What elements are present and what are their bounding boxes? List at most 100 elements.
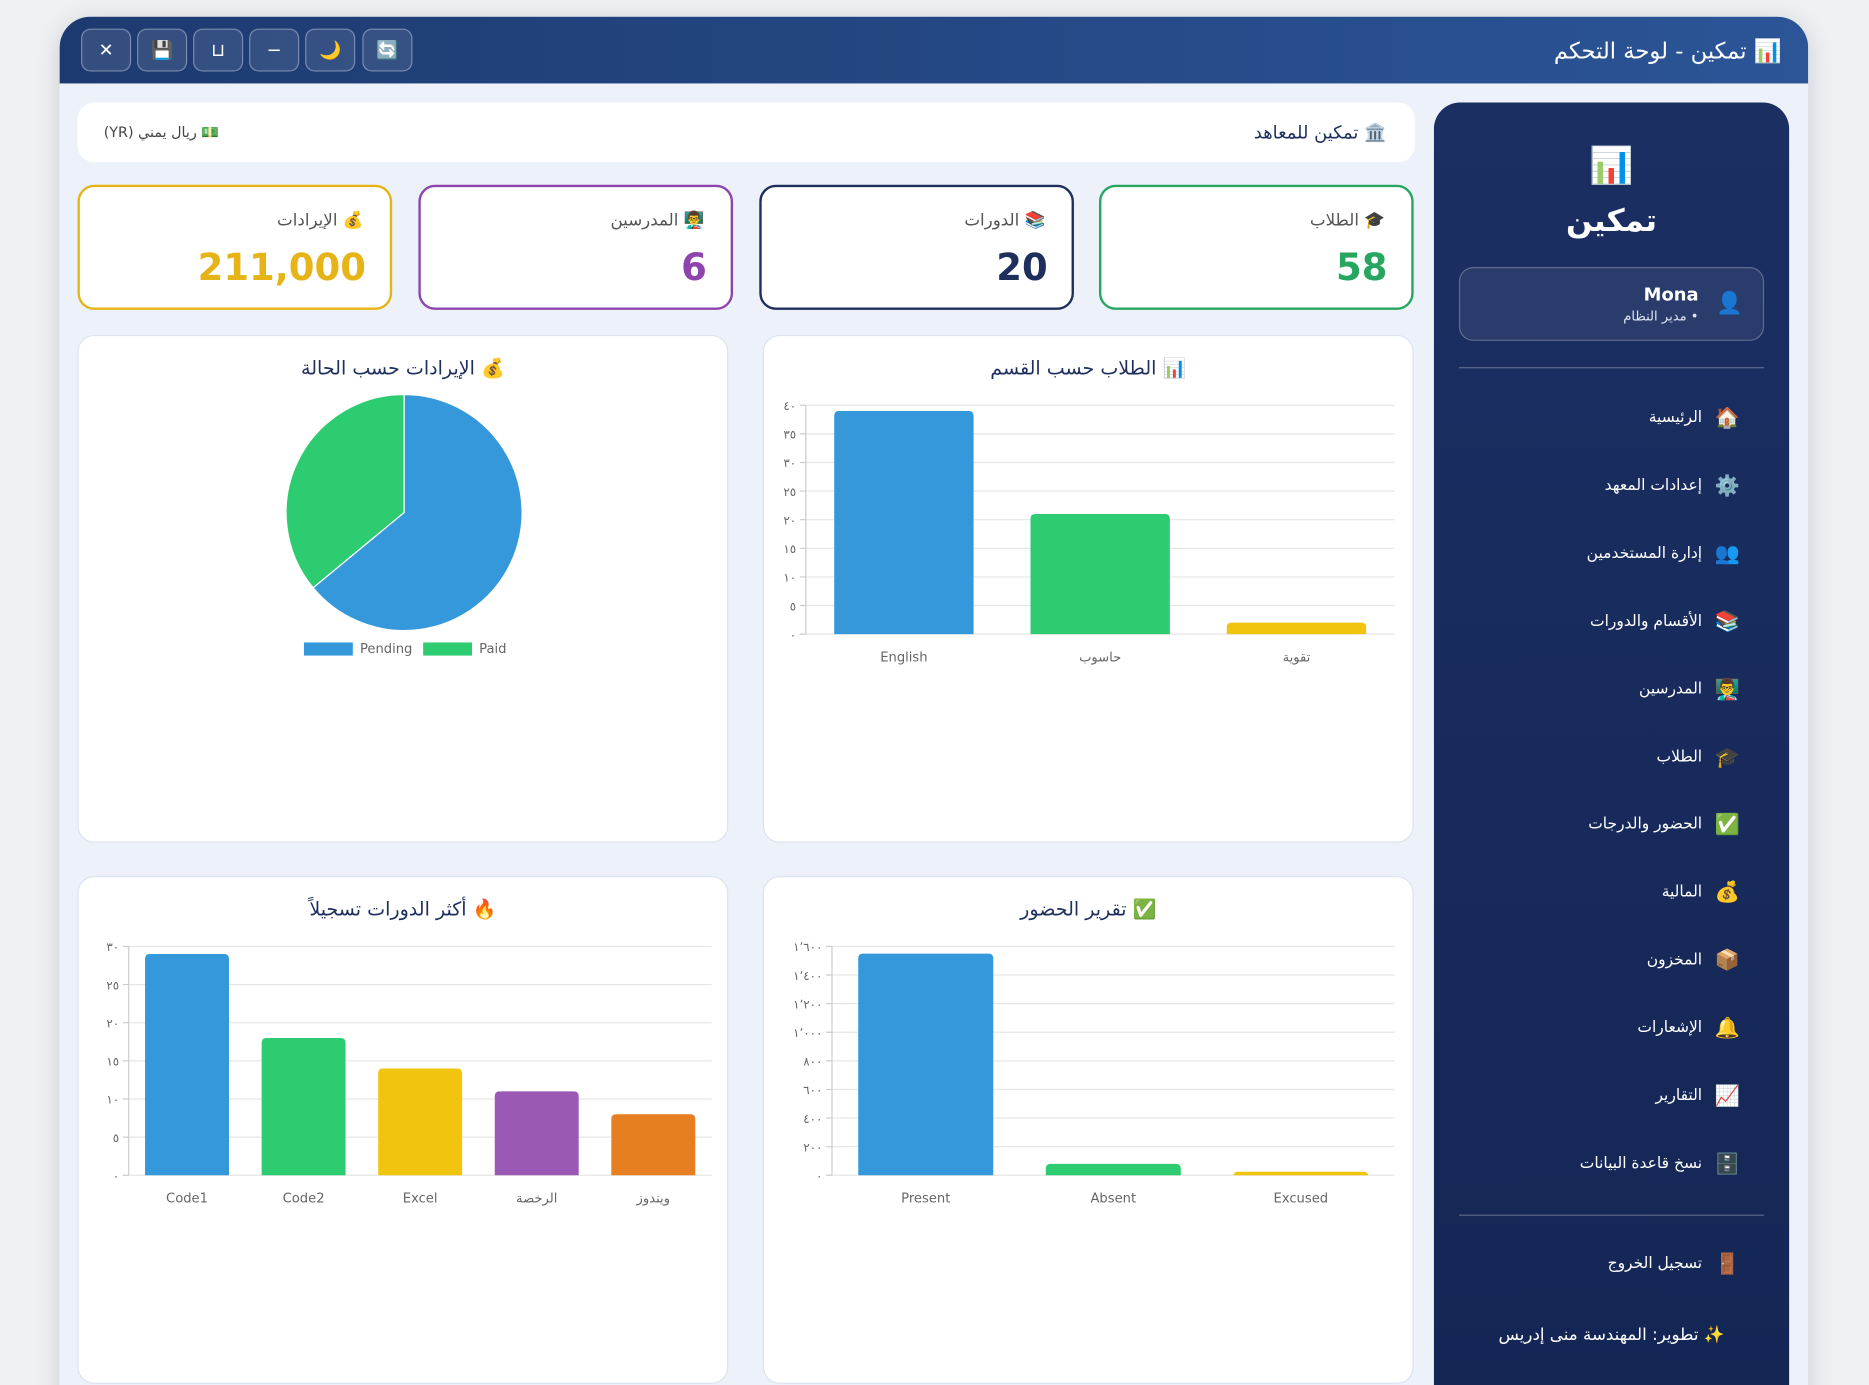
- chart-title: 📊 الطلاب حسب القسم: [990, 356, 1186, 379]
- x-tick-label: ويندوز: [636, 1192, 670, 1207]
- stat-card: 🎓 الطلاب 58: [1098, 184, 1414, 310]
- bar: [378, 1068, 463, 1176]
- window-title: 📊 تمكين - لوحة التحكم: [1553, 38, 1782, 65]
- sidebar: 📊 تمكين 👤 Mona • مدير النظام 🏠 الرئيسية ⚙️ إعداد…: [1433, 102, 1790, 1385]
- bar: [1226, 622, 1367, 635]
- pie-slice: [285, 393, 405, 589]
- nav-icon: 📦: [1714, 949, 1740, 973]
- chart-card: ✅ تقرير الحضور ٠ ٢٠٠ ٤٠٠ ٦٠٠ ٨٠٠ ١٬٠٠٠ ١٬٢٠٠ ١٬٤…: [762, 876, 1414, 1384]
- nav-label: الأقسام والدورات: [1590, 612, 1703, 631]
- x-tick-label: Absent: [1090, 1192, 1136, 1207]
- stat-label: 💰 الإيرادات: [277, 210, 364, 231]
- nav-label: الرئيسية: [1648, 408, 1703, 427]
- x-tick-label: الرخصة: [516, 1192, 557, 1207]
- y-tick-label: ٣٥: [783, 428, 796, 442]
- y-tick-label: ٠: [113, 1169, 119, 1183]
- nav-item[interactable]: 📚 الأقسام والدورات: [1459, 603, 1764, 641]
- window-button[interactable]: 🔄: [362, 28, 413, 72]
- nav-item[interactable]: ✅ الحضور والدرجات: [1459, 806, 1764, 844]
- y-tick-label: ١٬٢٠٠: [793, 997, 822, 1011]
- nav-item[interactable]: ⚙️ إعدادات المعهد: [1459, 467, 1764, 505]
- nav-icon: 👨‍🏫: [1714, 677, 1740, 702]
- chart-title: 🔥 أكثر الدورات تسجيلاً: [308, 896, 496, 920]
- nav-icon: ⚙️: [1714, 474, 1740, 499]
- chart-card: 🔥 أكثر الدورات تسجيلاً ٠ ٥ ١٠ ١٥ ٢٠ ٢٥ ٣٠ Code1 C…: [77, 876, 729, 1384]
- currency: 💵 ريال يمني (YR): [103, 123, 220, 141]
- nav-label: المالية: [1661, 883, 1703, 902]
- legend-swatch: [423, 642, 473, 656]
- nav-label: الإشعارات: [1637, 1019, 1703, 1038]
- y-tick-label: ١٬٦٠٠: [793, 940, 822, 954]
- window-button[interactable]: ✕: [81, 28, 132, 72]
- stat-value: 20: [996, 246, 1048, 290]
- y-tick-label: ١٠: [106, 1093, 119, 1107]
- stat-value: 211,000: [197, 246, 366, 290]
- nav-item[interactable]: 💰 المالية: [1459, 874, 1764, 912]
- nav-label: تسجيل الخروج: [1607, 1255, 1703, 1274]
- y-tick-label: ٦٠٠: [803, 1083, 822, 1097]
- chart: 📊 الطلاب حسب القسم ٠ ٥ ١٠ ١٥ ٢٠ ٢٥ ٣٠ ٣٥ ٤٠ Englis…: [783, 356, 1395, 666]
- nav-item[interactable]: 🏠 الرئيسية: [1459, 399, 1764, 437]
- bar: [261, 1037, 346, 1176]
- nav-item[interactable]: 👨‍🏫 المدرسين: [1459, 671, 1764, 709]
- y-tick-label: ٤٠٠: [803, 1112, 822, 1126]
- window-button[interactable]: 💾: [137, 28, 188, 72]
- user-icon: 👤: [1716, 290, 1743, 316]
- nav-item[interactable]: 📈 التقارير: [1459, 1078, 1764, 1116]
- nav-icon: 🗄️: [1714, 1152, 1740, 1177]
- nav-label: التقارير: [1655, 1087, 1703, 1105]
- window-button[interactable]: −: [249, 28, 300, 72]
- title-bar: 📊 تمكين - لوحة التحكم ✕ 💾 ⊔ − 🌙 🔄: [59, 16, 1809, 84]
- y-tick-label: ٢٠: [783, 513, 796, 527]
- divider: [1458, 1214, 1765, 1216]
- nav-item[interactable]: 🎓 الطلاب: [1459, 738, 1764, 776]
- footer-credit: ✨ تطوير: المهندسة منى إدريس: [1498, 1325, 1725, 1345]
- x-tick-label: Excused: [1274, 1192, 1329, 1207]
- nav-icon: 🎓: [1714, 745, 1740, 770]
- nav-icon: 💰: [1714, 881, 1740, 906]
- user-card: 👤 Mona • مدير النظام: [1458, 266, 1765, 341]
- chart-card: 📊 الطلاب حسب القسم ٠ ٥ ١٠ ١٥ ٢٠ ٢٥ ٣٠ ٣٥ ٤٠ Englis…: [762, 334, 1414, 843]
- nav-item[interactable]: 🔔 الإشعارات: [1459, 1010, 1764, 1048]
- x-tick-label: تقوية: [1283, 651, 1311, 666]
- stat-card: 👨‍🏫 المدرسين 6: [418, 184, 734, 310]
- y-tick-label: ٤٠: [783, 399, 796, 413]
- legend-swatch: [303, 642, 353, 656]
- y-tick-label: ٨٠٠: [803, 1055, 822, 1069]
- y-tick-label: ٣٠: [106, 940, 119, 954]
- nav-item[interactable]: 🗄️ نسخ قاعدة البيانات: [1459, 1145, 1764, 1183]
- nav-item[interactable]: 📦 المخزون: [1459, 942, 1764, 980]
- y-tick-label: ١٠: [783, 571, 796, 585]
- bar: [611, 1114, 696, 1176]
- nav-label: نسخ قاعدة البيانات: [1579, 1154, 1703, 1173]
- y-tick-label: ٥: [790, 599, 796, 613]
- x-tick-label: Code1: [166, 1192, 208, 1207]
- logout-button[interactable]: 🚪 تسجيل الخروج: [1459, 1246, 1764, 1284]
- y-tick-label: ٢٥: [106, 978, 119, 992]
- nav-item[interactable]: 👥 إدارة المستخدمين: [1459, 535, 1764, 573]
- bar: [834, 410, 974, 635]
- user-role: • مدير النظام: [1623, 308, 1699, 325]
- y-tick-label: ٥: [113, 1131, 119, 1145]
- y-tick-label: ١٬٤٠٠: [793, 969, 822, 983]
- window-button[interactable]: ⊔: [193, 28, 244, 72]
- x-tick-label: English: [880, 651, 927, 666]
- pie-slice: [312, 393, 523, 632]
- y-tick-label: ١٬٠٠٠: [793, 1026, 822, 1040]
- bar: [1030, 513, 1170, 635]
- y-tick-label: ٢٠: [106, 1016, 119, 1030]
- user-name: Mona: [1643, 283, 1699, 306]
- window-button[interactable]: 🌙: [305, 28, 356, 72]
- stat-label: 🎓 الطلاب: [1309, 210, 1386, 231]
- institute-name: 🏛️ تمكين للمعاهد: [1253, 121, 1387, 144]
- nav-icon: 🏠: [1714, 406, 1740, 431]
- nav-icon: 📚: [1714, 609, 1740, 634]
- y-tick-label: ٣٠: [783, 456, 796, 470]
- bar: [1233, 1171, 1369, 1177]
- nav-icon: 🚪: [1714, 1252, 1740, 1277]
- nav-label: إعدادات المعهد: [1604, 476, 1703, 495]
- chart-title: ✅ تقرير الحضور: [1019, 897, 1156, 920]
- y-tick-label: ٠: [816, 1169, 822, 1183]
- x-tick-label: Present: [901, 1192, 950, 1207]
